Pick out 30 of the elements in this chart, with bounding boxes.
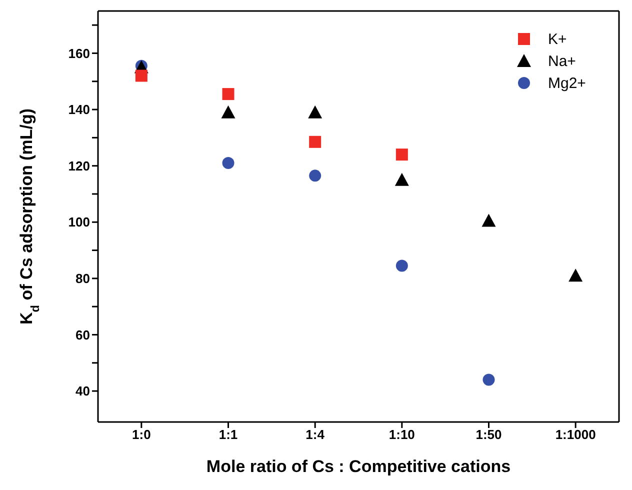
x-tick-label: 1:4	[306, 427, 326, 442]
point	[396, 148, 408, 161]
point	[394, 172, 409, 186]
point	[482, 214, 496, 227]
y-tick-label: 80	[76, 271, 90, 286]
point	[135, 70, 148, 82]
x-tick-label: 1:1	[218, 427, 238, 442]
point	[309, 170, 322, 182]
x-tick-label: 1:0	[132, 427, 151, 442]
x-axis-title: Mole ratio of Cs : Competitive cations	[206, 457, 511, 476]
legend-label: Mg2+	[548, 74, 586, 92]
x-tick-label: 1:50	[476, 427, 502, 442]
y-tick-label: 40	[76, 384, 90, 399]
point	[482, 374, 495, 386]
point	[222, 88, 234, 100]
legend-label: Na+	[548, 52, 576, 70]
point	[221, 105, 236, 118]
point	[309, 136, 322, 148]
y-tick-label: 60	[76, 327, 90, 342]
y-tick-label: 120	[68, 158, 90, 174]
point	[308, 105, 322, 118]
y-tick-label: 160	[68, 46, 90, 61]
point	[222, 157, 234, 170]
y-tick-label: 140	[68, 102, 90, 118]
x-tick-label: 1:10	[388, 427, 415, 442]
y-tick-label: 100	[68, 214, 90, 230]
point	[396, 260, 408, 272]
legend-label: K+	[548, 30, 567, 48]
x-tick-label: 1:1000	[555, 427, 596, 442]
point	[568, 268, 583, 282]
